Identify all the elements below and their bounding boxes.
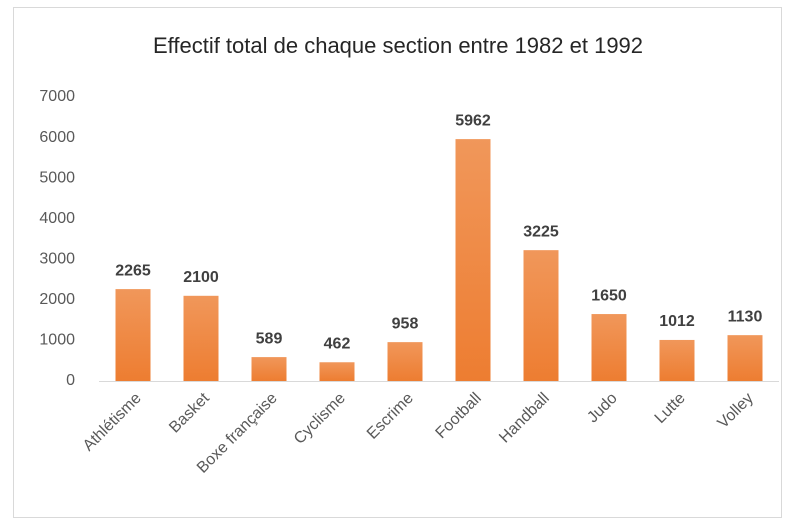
value-label: 2100 <box>183 269 219 286</box>
bar <box>183 295 219 381</box>
value-label: 958 <box>392 315 419 332</box>
value-label: 1012 <box>659 313 695 330</box>
value-label: 5962 <box>455 112 491 129</box>
y-tick-label: 1000 <box>39 332 75 349</box>
y-tick-label: 4000 <box>39 210 75 227</box>
y-tick-label: 0 <box>66 372 75 389</box>
bar <box>727 335 763 381</box>
y-tick-label: 7000 <box>39 88 75 105</box>
bar <box>319 362 355 381</box>
bar <box>251 357 287 381</box>
value-label: 3225 <box>523 223 559 240</box>
value-label: 1650 <box>591 287 627 304</box>
value-label: 1130 <box>728 308 763 325</box>
bar <box>115 289 151 381</box>
value-label: 589 <box>256 330 283 347</box>
y-tick-label: 6000 <box>39 129 75 146</box>
value-label: 462 <box>324 335 351 352</box>
bar <box>387 342 423 381</box>
y-tick-label: 2000 <box>39 291 75 308</box>
value-label: 2265 <box>115 262 151 279</box>
bar <box>455 139 491 381</box>
bar <box>591 314 627 381</box>
bar <box>523 250 559 381</box>
chart-border <box>13 7 782 518</box>
y-tick-label: 5000 <box>39 169 75 186</box>
chart-title: Effectif total de chaque section entre 1… <box>153 33 643 58</box>
y-tick-label: 3000 <box>39 251 75 268</box>
bar <box>659 339 695 381</box>
